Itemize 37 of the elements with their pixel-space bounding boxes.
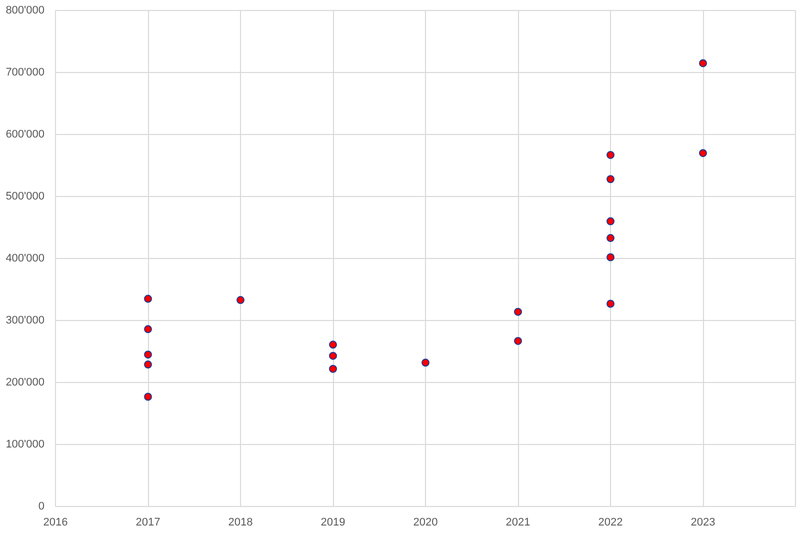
x-tick-label: 2020 — [413, 516, 438, 528]
point — [699, 149, 707, 158]
point — [606, 300, 614, 308]
point — [144, 325, 152, 334]
y-tick-label: 700'000 — [6, 66, 45, 78]
x-tick-label: 2018 — [228, 516, 253, 528]
x-tick-label: 2023 — [690, 516, 716, 528]
point — [514, 336, 522, 345]
x-tick-label: 2019 — [320, 516, 346, 528]
point — [422, 358, 430, 367]
y-tick-label: 100'000 — [6, 438, 45, 450]
y-tick-label: 600'000 — [6, 128, 45, 140]
point — [329, 364, 337, 373]
point — [236, 296, 244, 304]
point — [699, 59, 707, 68]
point — [606, 175, 614, 184]
y-tick-label: 500'000 — [6, 190, 45, 202]
x-tick-label: 2021 — [506, 516, 530, 528]
point — [329, 340, 337, 349]
point — [329, 352, 337, 360]
y-tick-label: 800'000 — [6, 4, 45, 16]
point — [606, 234, 614, 242]
point — [514, 308, 522, 316]
point — [606, 150, 614, 159]
point — [144, 350, 152, 359]
point — [144, 294, 152, 303]
point — [144, 392, 152, 401]
point — [144, 360, 152, 369]
x-tick-label: 2016 — [43, 516, 68, 528]
point — [606, 217, 614, 226]
x-tick-label: 2022 — [598, 516, 623, 528]
y-tick-label: 200'000 — [6, 376, 45, 388]
x-tick-label: 2017 — [136, 516, 160, 528]
y-tick-label: 0 — [38, 500, 45, 512]
y-tick-label: 300'000 — [6, 314, 45, 326]
point — [606, 253, 614, 262]
y-tick-label: 400'000 — [6, 252, 45, 264]
